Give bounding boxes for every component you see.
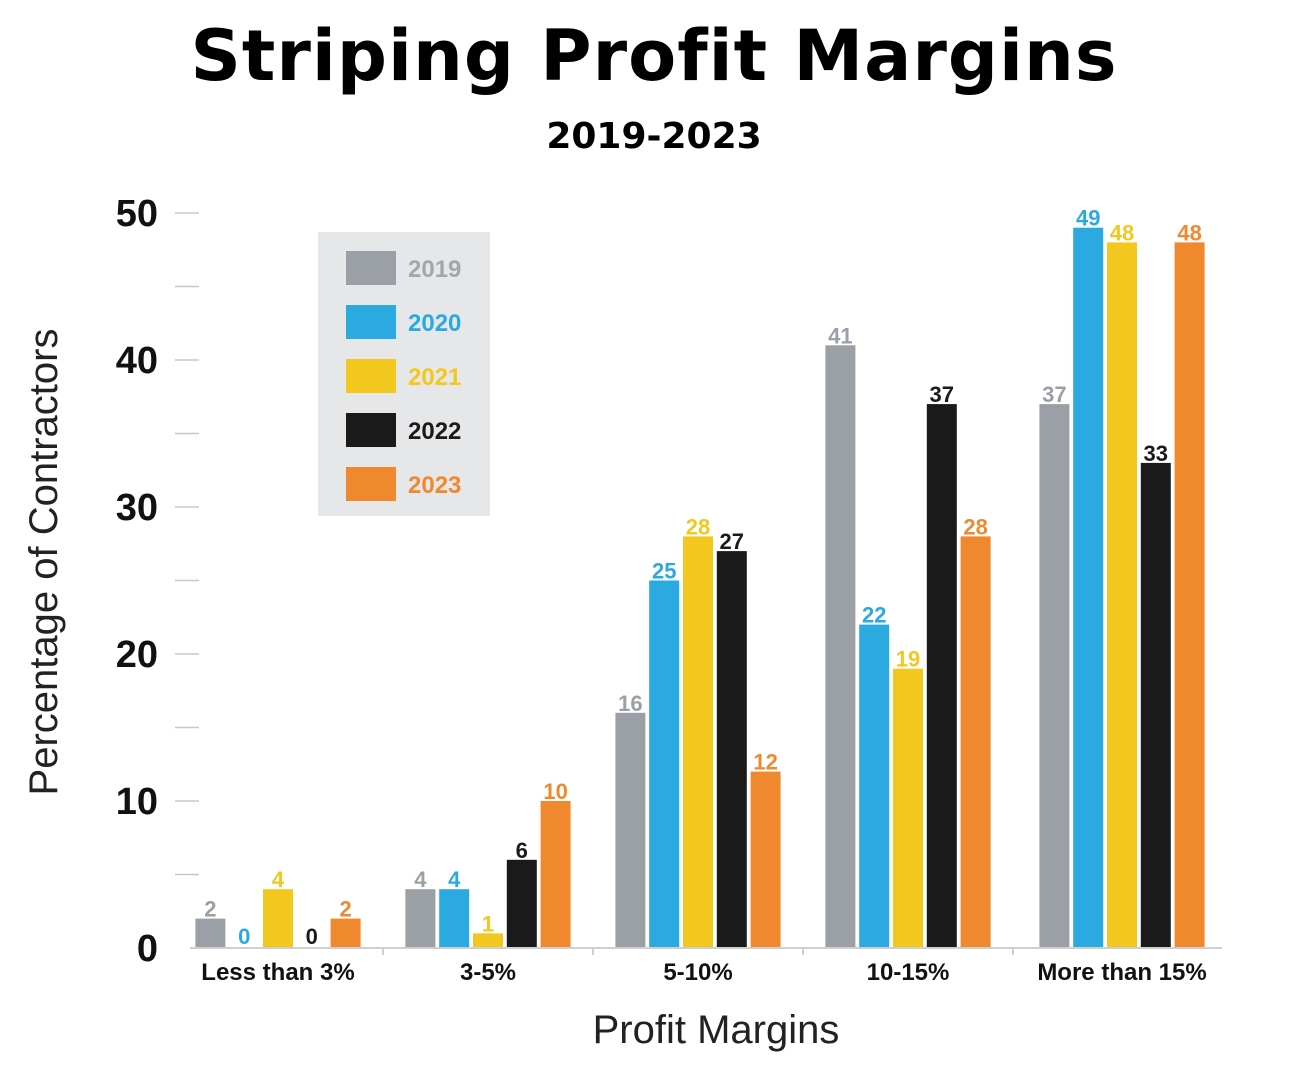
legend: 2019 2020 2021 2022 2023 bbox=[318, 232, 490, 516]
bar-2022-1 bbox=[506, 859, 537, 948]
bar-2021-1 bbox=[473, 933, 503, 948]
legend-label: 2021 bbox=[408, 364, 461, 391]
data-label: 48 bbox=[1110, 220, 1134, 245]
data-label: 4 bbox=[272, 867, 285, 892]
bar-2019-2 bbox=[615, 712, 646, 948]
bar-2021-2 bbox=[683, 536, 713, 948]
bar-2020-4 bbox=[1073, 227, 1104, 948]
x-tick-label: 5-10% bbox=[663, 959, 732, 986]
data-label: 22 bbox=[862, 603, 886, 628]
legend-swatch-2021 bbox=[346, 359, 396, 393]
bar-2019-3 bbox=[825, 345, 856, 948]
legend-label: 2023 bbox=[408, 472, 461, 499]
data-label: 16 bbox=[618, 691, 642, 716]
y-tick-label: 20 bbox=[116, 634, 158, 676]
bar-2019-0 bbox=[195, 918, 226, 948]
data-label: 25 bbox=[652, 559, 676, 584]
data-label: 28 bbox=[963, 514, 987, 539]
legend-label: 2020 bbox=[408, 310, 461, 337]
legend-background bbox=[318, 232, 490, 516]
chart-title: Striping Profit Margins bbox=[190, 15, 1117, 97]
data-label: 37 bbox=[1042, 382, 1066, 407]
data-label: 33 bbox=[1144, 441, 1168, 466]
y-tick-label: 40 bbox=[116, 340, 158, 382]
bar-2022-3 bbox=[926, 404, 957, 949]
legend-label: 2019 bbox=[408, 256, 461, 283]
y-axis: 0 10 20 30 40 50 bbox=[116, 193, 199, 970]
data-label: 6 bbox=[516, 838, 528, 863]
data-label: 48 bbox=[1177, 220, 1201, 245]
data-label: 10 bbox=[543, 779, 567, 804]
bars bbox=[195, 227, 1205, 949]
data-label: 27 bbox=[720, 529, 744, 554]
bar-2022-2 bbox=[716, 551, 747, 948]
bar-2020-1 bbox=[439, 889, 470, 948]
y-axis-label: Percentage of Contractors bbox=[22, 329, 66, 796]
x-axis: Less than 3% 3-5% 5-10% 10-15% More than 15% bbox=[190, 947, 1222, 986]
bar-2019-4 bbox=[1039, 404, 1070, 949]
data-label: 12 bbox=[753, 750, 777, 775]
bar-2020-2 bbox=[649, 580, 680, 948]
bar-2023-0 bbox=[330, 918, 361, 948]
bar-2023-2 bbox=[750, 771, 781, 948]
bar-2020-3 bbox=[859, 624, 890, 948]
data-label: 28 bbox=[686, 514, 710, 539]
legend-swatch-2020 bbox=[346, 305, 396, 339]
data-label: 41 bbox=[828, 323, 852, 348]
data-label: 1 bbox=[482, 911, 494, 936]
legend-swatch-2023 bbox=[346, 467, 396, 501]
y-tick-label: 0 bbox=[137, 928, 158, 970]
bar-2019-1 bbox=[405, 889, 436, 948]
x-tick-label: Less than 3% bbox=[201, 959, 354, 986]
bar-2023-1 bbox=[540, 801, 571, 948]
legend-label: 2022 bbox=[408, 418, 461, 445]
data-label: 4 bbox=[414, 867, 427, 892]
bar-2023-3 bbox=[960, 536, 991, 948]
chart-subtitle: 2019-2023 bbox=[546, 116, 761, 157]
y-tick-label: 50 bbox=[116, 193, 158, 235]
legend-swatch-2019 bbox=[346, 251, 396, 285]
legend-swatch-2022 bbox=[346, 413, 396, 447]
bar-2022-4 bbox=[1140, 462, 1171, 948]
bar-2021-4 bbox=[1107, 242, 1137, 948]
data-label: 0 bbox=[238, 924, 250, 949]
data-label: 49 bbox=[1076, 206, 1100, 231]
bar-2023-4 bbox=[1174, 242, 1205, 948]
x-tick-label: More than 15% bbox=[1037, 959, 1206, 986]
x-tick-label: 10-15% bbox=[867, 959, 950, 986]
x-axis-label: Profit Margins bbox=[593, 1008, 840, 1052]
y-tick-label: 30 bbox=[116, 487, 158, 529]
data-label: 0 bbox=[306, 924, 318, 949]
y-tick-label: 10 bbox=[116, 781, 158, 823]
bar-2021-3 bbox=[893, 668, 923, 948]
data-label: 19 bbox=[896, 647, 920, 672]
bar-2021-0 bbox=[263, 889, 293, 948]
data-label: 2 bbox=[204, 897, 216, 922]
x-tick-label: 3-5% bbox=[460, 959, 516, 986]
data-label: 2 bbox=[339, 897, 351, 922]
data-label: 37 bbox=[930, 382, 954, 407]
data-label: 4 bbox=[448, 867, 461, 892]
